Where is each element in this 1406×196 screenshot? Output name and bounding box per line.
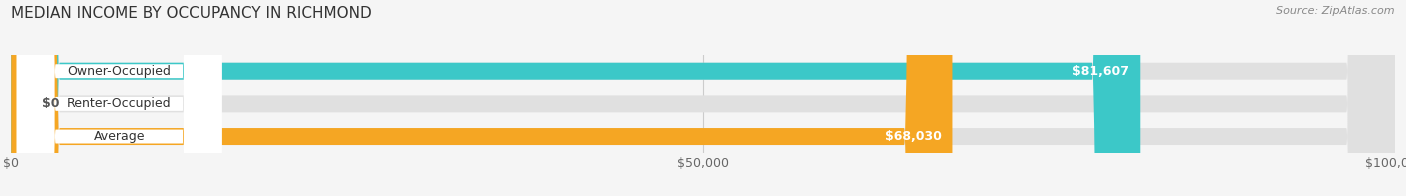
Text: MEDIAN INCOME BY OCCUPANCY IN RICHMOND: MEDIAN INCOME BY OCCUPANCY IN RICHMOND	[11, 6, 373, 21]
FancyBboxPatch shape	[11, 0, 1140, 196]
Text: $0: $0	[42, 97, 59, 110]
FancyBboxPatch shape	[17, 0, 222, 196]
Text: Owner-Occupied: Owner-Occupied	[67, 65, 172, 78]
FancyBboxPatch shape	[11, 0, 1395, 196]
Text: $68,030: $68,030	[884, 130, 942, 143]
Text: Average: Average	[93, 130, 145, 143]
FancyBboxPatch shape	[11, 0, 1395, 196]
FancyBboxPatch shape	[17, 0, 222, 196]
FancyBboxPatch shape	[17, 0, 222, 196]
Text: $81,607: $81,607	[1073, 65, 1129, 78]
Text: Source: ZipAtlas.com: Source: ZipAtlas.com	[1277, 6, 1395, 16]
Text: Renter-Occupied: Renter-Occupied	[67, 97, 172, 110]
FancyBboxPatch shape	[11, 0, 952, 196]
FancyBboxPatch shape	[11, 0, 1395, 196]
